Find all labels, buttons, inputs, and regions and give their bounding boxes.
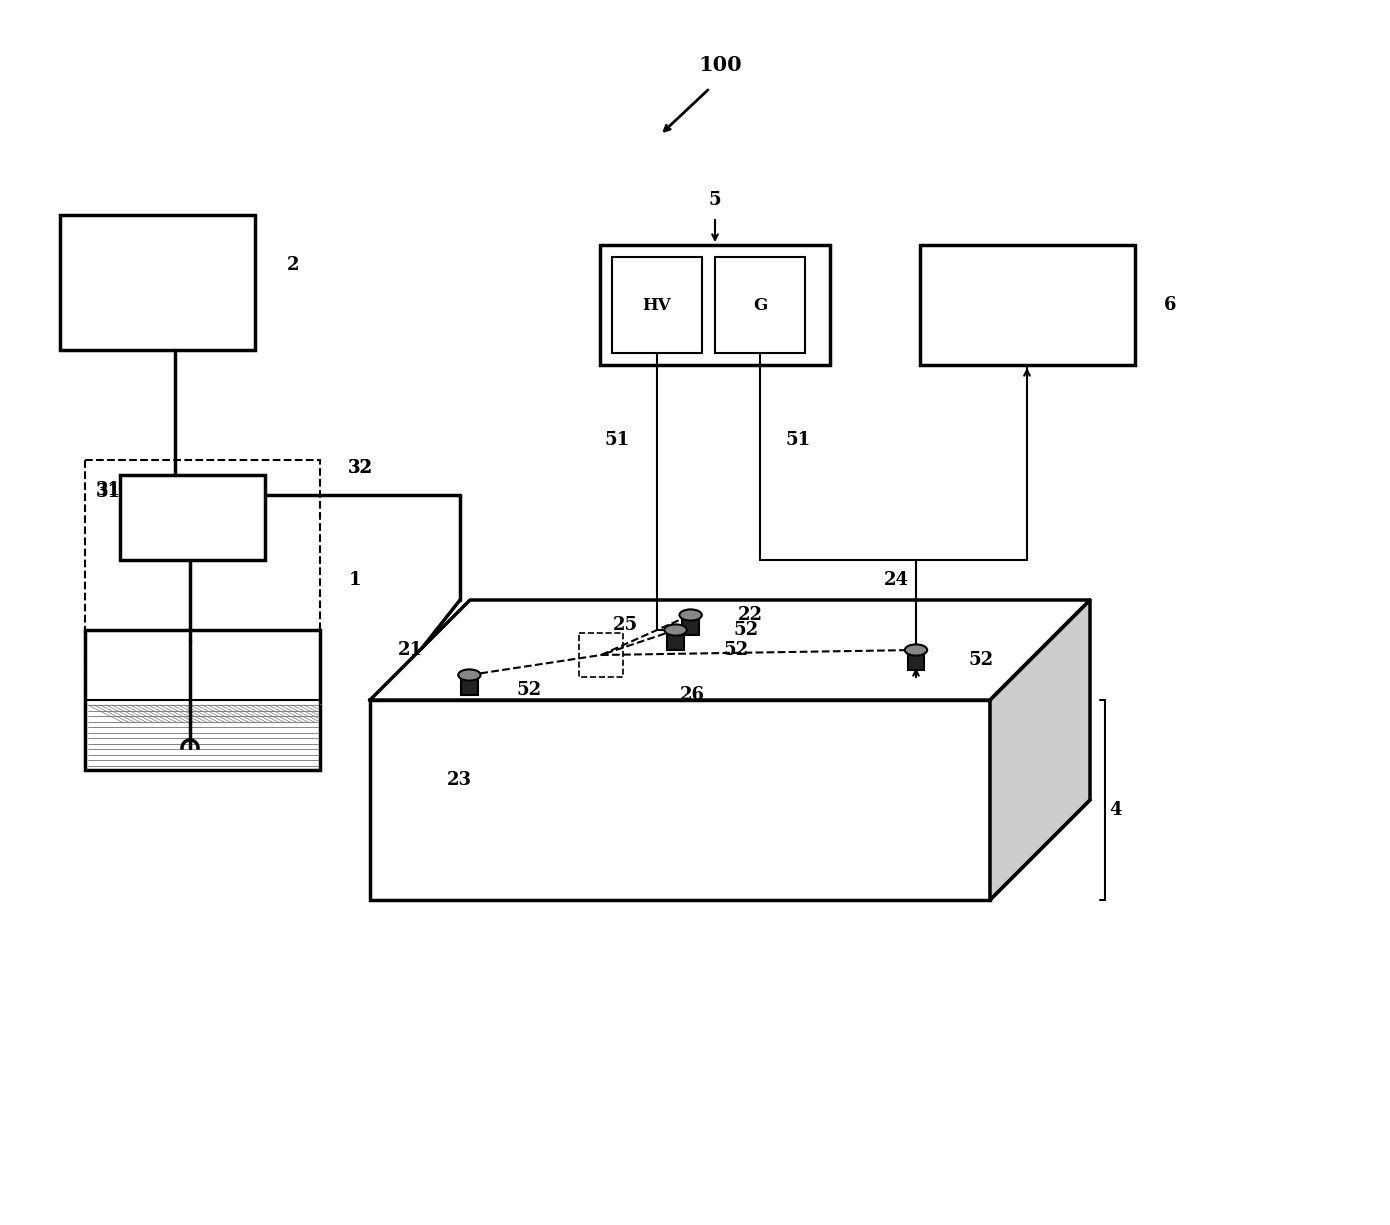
Text: 4: 4 [1109,801,1122,820]
Bar [370,699,990,900]
Bar [908,650,924,670]
Bar [461,675,478,695]
Bar [612,257,702,353]
Bar [120,475,265,560]
Text: 51: 51 [785,431,810,450]
Text: 22: 22 [738,606,763,624]
Text: 23: 23 [448,771,471,789]
Bar [600,245,830,365]
Text: HV: HV [642,296,671,314]
Text: 21: 21 [398,641,423,659]
Bar [714,257,805,353]
Text: G: G [753,296,767,314]
Text: 31: 31 [96,483,121,501]
Text: 31: 31 [96,481,121,499]
Text: 52: 52 [969,650,994,669]
Text: 52: 52 [723,641,748,659]
Text: 32: 32 [348,459,373,477]
Text: 100: 100 [698,55,742,75]
Text: 24: 24 [884,571,909,589]
Text: 26: 26 [680,686,705,704]
Text: 32: 32 [348,459,373,477]
Polygon shape [370,600,1090,699]
Text: 1: 1 [349,571,361,589]
Ellipse shape [664,625,687,636]
Bar [85,630,320,771]
Text: 2: 2 [286,256,299,274]
Bar [60,216,254,350]
Bar [920,245,1136,365]
Bar [85,461,320,771]
Text: 25: 25 [613,616,638,635]
Bar [682,615,699,635]
Polygon shape [990,600,1090,900]
Text: 51: 51 [605,431,630,450]
Text: 52: 52 [517,681,542,699]
Text: 5: 5 [709,191,721,209]
Ellipse shape [459,669,481,681]
Ellipse shape [680,609,702,621]
Text: 6: 6 [1163,296,1176,314]
Text: 52: 52 [733,621,758,639]
Ellipse shape [905,644,927,655]
Bar [667,630,684,649]
